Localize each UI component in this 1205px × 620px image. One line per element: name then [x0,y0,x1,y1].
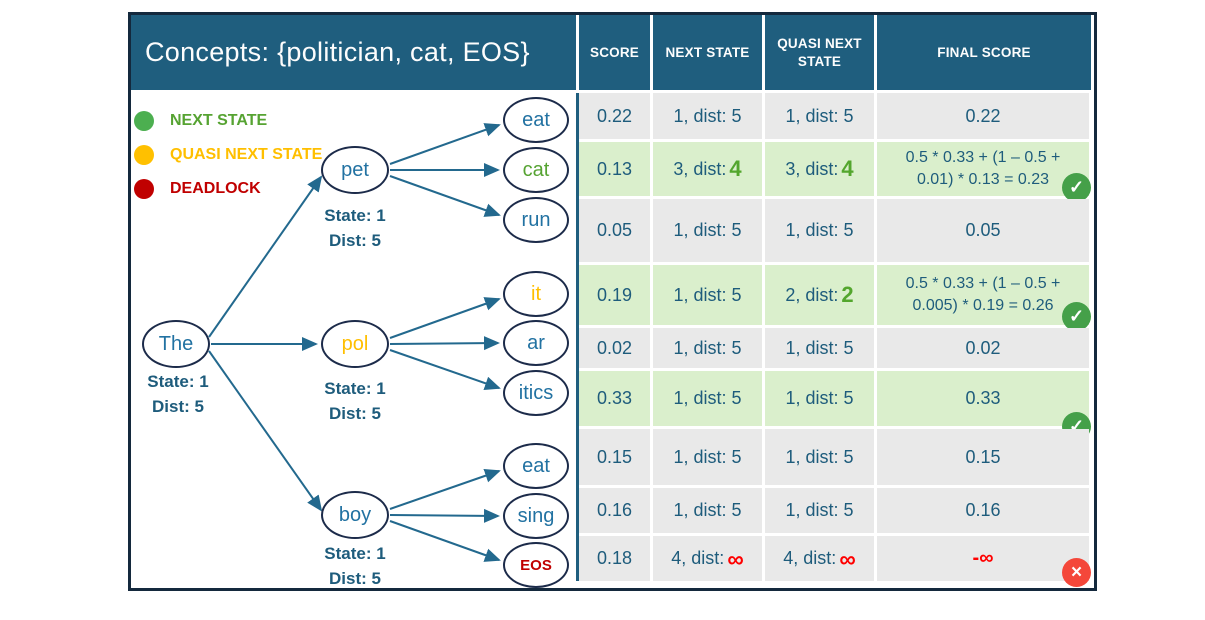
table-cell-next-state: 4, dist: ∞ [653,536,762,581]
dist-label: Dist: 5 [329,404,381,423]
node-label: sing [517,504,555,527]
table-cell-quasi-next-state: 3, dist: 4 [765,142,874,196]
table-cell-next-state: 1, dist: 5 [653,371,762,426]
node-label: eat [522,454,550,477]
table-cell-score: 0.05 [579,199,650,262]
table-cell-final-score: 0.5 * 0.33 + (1 – 0.5 +0.01) * 0.13 = 0.… [877,142,1091,202]
yellow-circle-icon [134,145,154,165]
node-label: it [531,282,541,305]
table-cell-final-score: -∞ × [877,536,1091,587]
table-cell-quasi-next-state: 2, dist: 2 [765,265,874,325]
tree-node-eos: EOS [503,542,569,588]
table-cell-quasi-next-state: 4, dist: ∞ [765,536,874,581]
table-cell-next-state: 1, dist: 5 [653,93,762,139]
tree-node-itics: itics [503,370,569,416]
tree-edges [208,123,501,562]
table-cell-quasi-next-state: 1, dist: 5 [765,429,874,485]
tree-node-the: The [142,320,210,368]
tree-node-ar: ar [503,320,569,366]
column-header-next-state: NEXT STATE [653,15,762,90]
legend-label: DEADLOCK [170,180,261,197]
node-label: ar [527,331,545,354]
legend-label: QUASI NEXT STATE [170,146,323,163]
node-label: eat [522,108,550,131]
node-label: The [158,332,194,355]
green-circle-icon [134,111,154,131]
state-dist-label-pol: State: 1 Dist: 5 [300,376,410,426]
table-cell-final-score: 0.02 [877,328,1089,368]
table-cell-quasi-next-state: 1, dist: 5 [765,371,874,426]
legend-item-next-state: NEXT STATE [134,110,267,132]
node-label: pol [341,332,369,355]
table-cell-final-score: 0.05 [877,199,1089,262]
column-header-score: SCORE [579,15,650,90]
node-label: pet [341,158,369,181]
table-cell-next-state: 1, dist: 5 [653,488,762,533]
table-cell-score: 0.33 [579,371,650,426]
node-label: EOS [520,556,552,574]
legend-label: NEXT STATE [170,112,268,129]
table-cell-quasi-next-state: 1, dist: 5 [765,488,874,533]
state-label: State: 1 [324,206,386,225]
column-header-final-score: FINAL SCORE [877,15,1091,90]
state-label: State: 1 [147,372,209,391]
node-label: itics [518,381,554,404]
tree-node-sing: sing [503,493,569,539]
state-label: State: 1 [324,379,386,398]
legend-item-deadlock: DEADLOCK [134,178,261,200]
tree-node-pol: pol [321,320,389,368]
node-label: boy [338,503,372,526]
slide-title: Concepts: {politician, cat, EOS} [131,15,576,90]
tree-node-cat: cat [503,147,569,193]
node-label: cat [522,158,550,181]
table-cell-next-state: 3, dist: 4 [653,142,762,196]
column-header-quasi-next-state: QUASI NEXT STATE [765,15,874,90]
check-icon: ✓ [1062,173,1091,202]
table-cell-next-state: 1, dist: 5 [653,328,762,368]
header-bar: Concepts: {politician, cat, EOS} SCORE N… [131,15,1091,90]
score-table: 0.22 1, dist: 5 1, dist: 5 0.22 0.13 3, … [576,93,1091,587]
node-label: run [521,208,551,231]
table-cell-score: 0.15 [579,429,650,485]
dist-label: Dist: 5 [152,397,204,416]
table-cell-score: 0.18 [579,536,650,581]
dist-label: Dist: 5 [329,569,381,588]
table-cell-score: 0.13 [579,142,650,196]
table-cell-next-state: 1, dist: 5 [653,429,762,485]
table-cell-next-state: 1, dist: 5 [653,265,762,325]
legend-item-quasi-next-state: QUASI NEXT STATE [134,144,322,166]
check-icon: ✓ [1062,302,1091,331]
table-cell-final-score: 0.5 * 0.33 + (1 – 0.5 +0.005) * 0.19 = 0… [877,265,1091,331]
table-cell-final-score: 0.15 [877,429,1089,485]
table-cell-next-state: 1, dist: 5 [653,199,762,262]
tree-node-boy: boy [321,491,389,539]
table-cell-score: 0.22 [579,93,650,139]
state-label: State: 1 [324,544,386,563]
state-dist-label-pet: State: 1 Dist: 5 [300,203,410,253]
table-cell-score: 0.16 [579,488,650,533]
slide-frame: Concepts: {politician, cat, EOS} SCORE N… [128,12,1097,591]
table-cell-quasi-next-state: 1, dist: 5 [765,328,874,368]
table-cell-quasi-next-state: 1, dist: 5 [765,93,874,139]
tree-node-run: run [503,197,569,243]
table-cell-final-score: 0.16 [877,488,1089,533]
tree-node-eat: eat [503,97,569,143]
table-cell-final-score: 0.33 ✓ [877,371,1091,441]
red-circle-icon [134,179,154,199]
cross-icon: × [1062,558,1091,587]
dist-label: Dist: 5 [329,231,381,250]
tree-node-pet: pet [321,146,389,194]
table-cell-final-score: 0.22 [877,93,1089,139]
state-dist-label-boy: State: 1 Dist: 5 [300,541,410,591]
tree-node-it: it [503,271,569,317]
state-dist-label-the: State: 1 Dist: 5 [123,369,233,419]
tree-node-eat: eat [503,443,569,489]
table-cell-score: 0.19 [579,265,650,325]
table-cell-score: 0.02 [579,328,650,368]
table-cell-quasi-next-state: 1, dist: 5 [765,199,874,262]
